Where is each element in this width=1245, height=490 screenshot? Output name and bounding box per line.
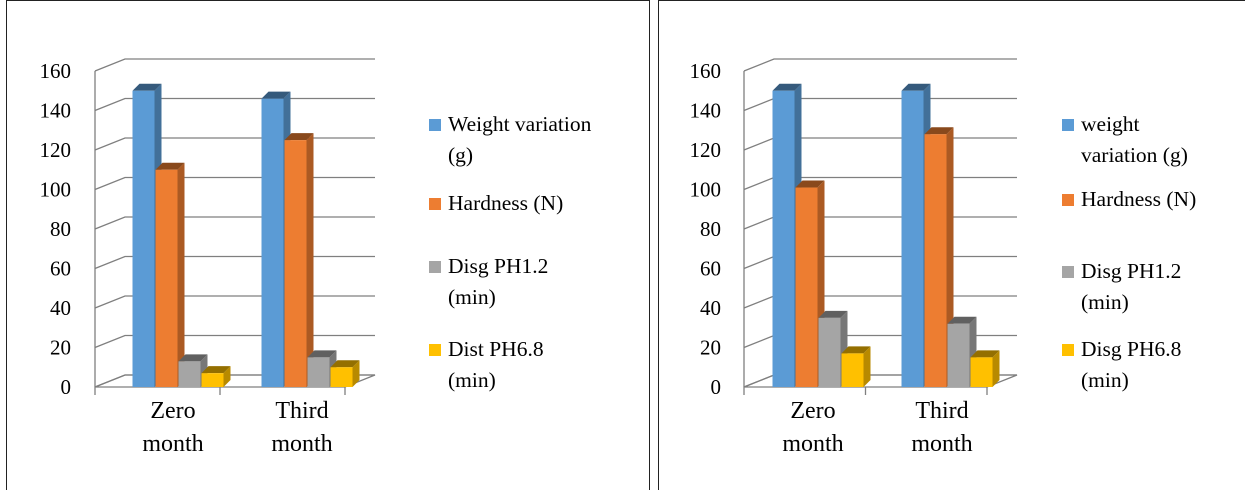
legend-swatch (1062, 266, 1074, 278)
gridlines (94, 58, 375, 388)
legend-label: Weight variation (448, 112, 592, 136)
y-tick-label: 160 (690, 59, 722, 83)
legend-label: Dist PH6.8 (448, 337, 544, 361)
x-category-label: month (271, 431, 332, 457)
bar (330, 360, 360, 387)
y-tick-label: 0 (711, 375, 722, 399)
bar-chart-right: 0 20 40 60 80 100 120 140 160 Zero month Third month (690, 58, 1018, 457)
x-category-label: Third (275, 398, 328, 424)
x-category-label: Third (915, 398, 968, 424)
y-tick-label: 20 (50, 336, 71, 360)
y-tick-label: 100 (40, 178, 72, 202)
bar (841, 346, 871, 387)
legend-swatch (429, 261, 441, 273)
legend-label: weight (1081, 112, 1140, 136)
x-category-label: month (142, 431, 203, 457)
bar (970, 350, 1000, 387)
legend-label: variation (g) (1081, 143, 1188, 167)
legend-label: (min) (1081, 290, 1129, 314)
y-tick-label: 160 (40, 59, 72, 83)
legend-label: Hardness (N) (1081, 187, 1197, 211)
y-tick-label: 60 (700, 257, 721, 281)
y-tick-label: 40 (700, 296, 721, 320)
legend-label: (min) (448, 368, 496, 392)
chart-panel-left: 0 20 40 60 80 100 120 140 160 Zero month Third month… (6, 0, 650, 490)
y-tick-label: 100 (690, 178, 722, 202)
gridline (94, 58, 375, 72)
chart-panel-right: 0 20 40 60 80 100 120 140 160 Zero month Third month… (658, 0, 1245, 490)
legend-label: (min) (448, 285, 496, 309)
gridline (743, 58, 1017, 72)
bar (201, 366, 231, 387)
legend-swatch (1062, 344, 1074, 356)
legend-swatch (1062, 194, 1074, 206)
legend-label: Disg PH1.2 (1081, 259, 1182, 283)
bar (284, 133, 314, 387)
y-tick-label: 80 (50, 217, 71, 241)
legend-label: (min) (1081, 368, 1129, 392)
y-tick-label: 20 (700, 336, 721, 360)
legend-swatch (429, 119, 441, 131)
y-tick-label: 40 (50, 296, 71, 320)
x-category-label: month (782, 431, 843, 457)
legend-swatch (429, 198, 441, 210)
legend-swatch (429, 344, 441, 356)
legend-label: Disg PH1.2 (448, 254, 549, 278)
legend-label: Disg PH6.8 (1081, 337, 1182, 361)
bar (155, 162, 185, 387)
gridline (94, 97, 375, 112)
y-tick-label: 140 (40, 99, 72, 123)
x-category-label: Zero (150, 398, 195, 424)
bar-chart-left: 0 20 40 60 80 100 120 140 160 Zero month Third month (40, 58, 376, 457)
legend-label: (g) (448, 143, 474, 167)
legend-label: Hardness (N) (448, 191, 564, 215)
y-tick-label: 80 (700, 217, 721, 241)
x-category-label: Zero (790, 398, 835, 424)
y-tick-label: 120 (40, 138, 72, 162)
y-tick-label: 60 (50, 257, 71, 281)
legend-swatch (1062, 119, 1074, 131)
y-tick-label: 120 (690, 138, 722, 162)
y-tick-label: 0 (61, 375, 72, 399)
y-tick-label: 140 (690, 99, 722, 123)
x-category-label: month (911, 431, 972, 457)
